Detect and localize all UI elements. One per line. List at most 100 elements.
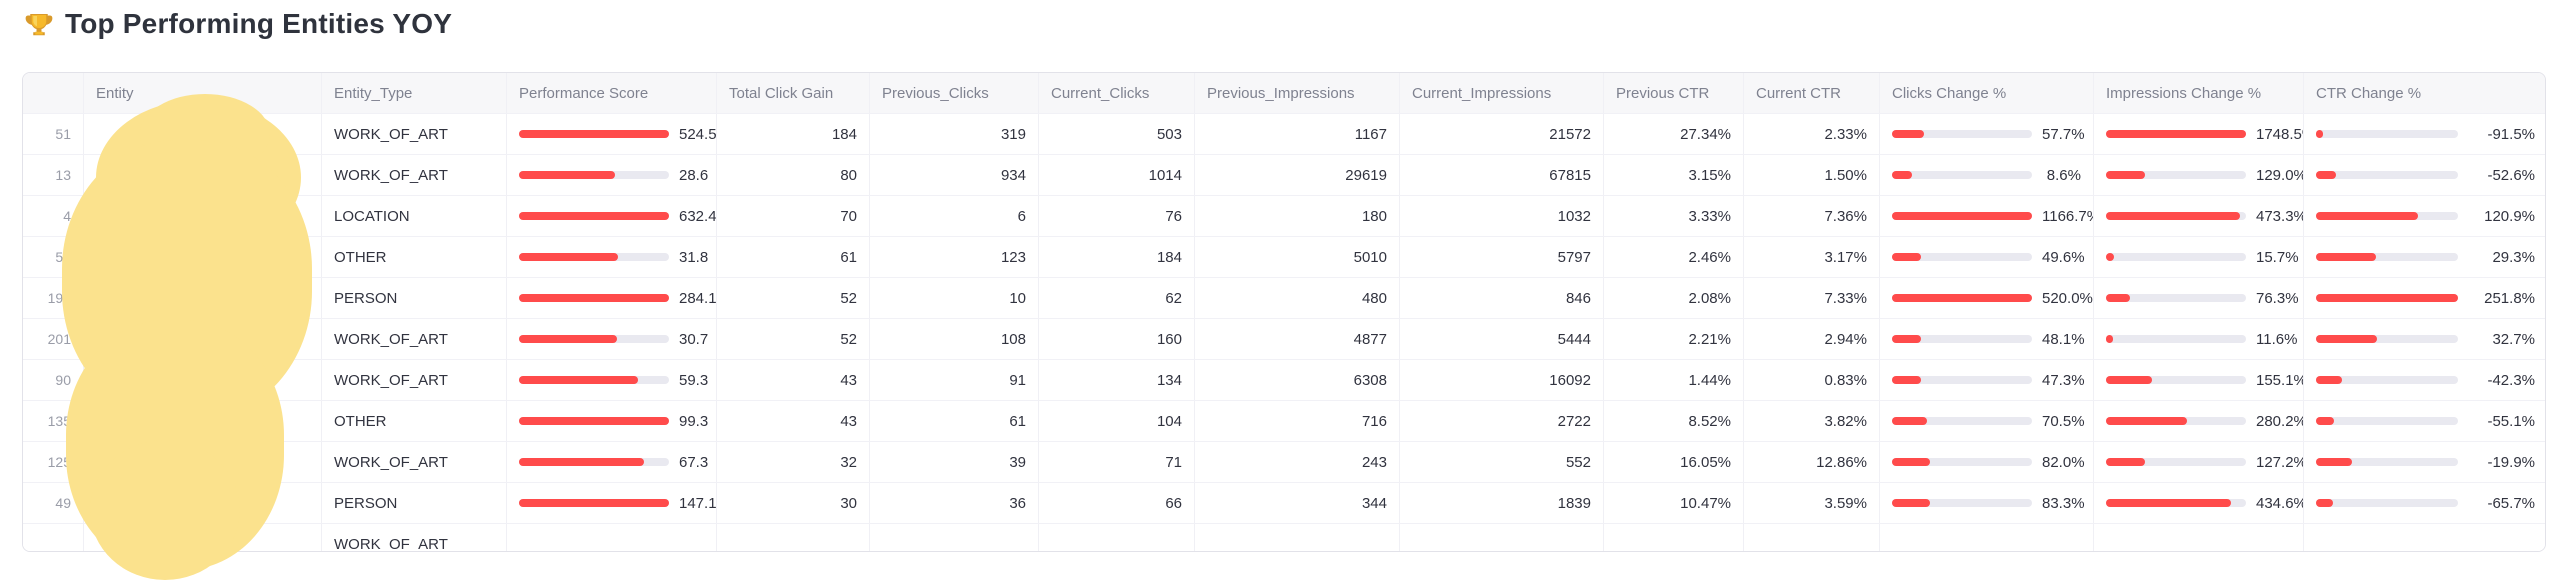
clicks_change-value: 57.7% — [2042, 125, 2085, 143]
ctr_change-value: -19.9% — [2487, 453, 2535, 471]
cell-entity_type: PERSON — [321, 278, 506, 318]
cell-current_impressions: 1032 — [1399, 196, 1603, 236]
cell-index: 125 — [47, 454, 71, 470]
col-header-entity_type[interactable]: Entity_Type — [321, 73, 506, 113]
cell-total_click_gain: 43 — [716, 401, 869, 441]
cell-index: 4 — [63, 208, 71, 224]
performance_score-bar-fill — [519, 376, 638, 384]
cell-entity — [83, 319, 321, 359]
cell-current_impressions: 5444 — [1399, 319, 1603, 359]
ctr_change-bar-track — [2316, 294, 2458, 302]
performance_score-value: 67.3 — [679, 453, 709, 471]
cell-previous_ctr: 10.47% — [1603, 483, 1743, 523]
col-header-previous_impressions[interactable]: Previous_Impressions — [1194, 73, 1399, 113]
table-row: 56 OTHER 31.8 61 123 184 5010 5797 2.46% 3.17% 49.… — [23, 236, 2545, 277]
cell-total_click_gain: 32 — [716, 442, 869, 482]
col-header-current_impressions[interactable]: Current_Impressions — [1399, 73, 1603, 113]
cell-entity — [83, 114, 321, 154]
impressions_change-bar-fill — [2106, 417, 2188, 425]
cell-ctr_change: 120.9% — [2303, 196, 2545, 236]
impressions_change-bar-track — [2106, 458, 2246, 466]
performance_score-bar-track — [519, 171, 669, 179]
cell-index: 201 — [47, 331, 71, 347]
cell-previous_ctr: 16.05% — [1603, 442, 1743, 482]
col-header-current_ctr[interactable]: Current CTR — [1743, 73, 1879, 113]
ctr_change-bar-fill — [2316, 212, 2419, 220]
cell-ctr_change: 29.3% — [2303, 237, 2545, 277]
cell-index: 90 — [55, 372, 71, 388]
impressions_change-bar-track — [2106, 171, 2246, 179]
performance_score-bar-track — [519, 130, 669, 138]
ctr_change-bar-track — [2316, 130, 2458, 138]
cell-ctr_change: -52.6% — [2303, 155, 2545, 195]
clicks_change-bar-fill — [1892, 130, 1925, 138]
cell-previous_clicks: 91 — [869, 360, 1038, 400]
performance_score-value: 524.5 — [679, 125, 716, 143]
cell-impressions_change — [2093, 524, 2303, 551]
clicks_change-bar-track — [1892, 130, 2032, 138]
col-header-performance_score[interactable]: Performance Score — [506, 73, 716, 113]
cell-current_clicks: 104 — [1038, 401, 1194, 441]
cell-previous_ctr: 2.46% — [1603, 237, 1743, 277]
cell-clicks_change: 520.0% — [1879, 278, 2093, 318]
clicks_change-value: 82.0% — [2042, 453, 2085, 471]
cell-total_click_gain: 184 — [716, 114, 869, 154]
ctr_change-bar-fill — [2316, 376, 2342, 384]
impressions_change-bar-fill — [2106, 130, 2246, 138]
cell-entity_type: WORK_OF_ART — [321, 524, 506, 551]
cell-clicks_change: 57.7% — [1879, 114, 2093, 154]
col-header-clicks_change[interactable]: Clicks Change % — [1879, 73, 2093, 113]
col-header-row-index[interactable] — [23, 73, 83, 113]
col-header-entity[interactable]: Entity — [83, 73, 321, 113]
impressions_change-bar-track — [2106, 294, 2246, 302]
table-row: 90 WORK_OF_ART 59.3 43 91 134 6308 16092 1.44% 0.… — [23, 359, 2545, 400]
cell-current_ctr: 7.36% — [1743, 196, 1879, 236]
cell-entity — [83, 196, 321, 236]
clicks_change-bar-track — [1892, 253, 2032, 261]
cell-current_ctr: 3.59% — [1743, 483, 1879, 523]
cell-impressions_change: 129.0% — [2093, 155, 2303, 195]
ctr_change-bar-fill — [2316, 458, 2352, 466]
performance_score-value: 59.3 — [679, 371, 709, 389]
col-header-previous_ctr[interactable]: Previous CTR — [1603, 73, 1743, 113]
cell-index: 56 — [55, 249, 71, 265]
impressions_change-value: 473.3% — [2256, 207, 2303, 225]
col-header-previous_clicks[interactable]: Previous_Clicks — [869, 73, 1038, 113]
impressions_change-bar-track — [2106, 130, 2246, 138]
col-header-ctr_change[interactable]: CTR Change % — [2303, 73, 2545, 113]
cell-index: 51 — [55, 126, 71, 142]
performance_score-bar-fill — [519, 171, 615, 179]
cell-clicks_change: 70.5% — [1879, 401, 2093, 441]
col-header-impressions_change[interactable]: Impressions Change % — [2093, 73, 2303, 113]
cell-clicks_change: 83.3% — [1879, 483, 2093, 523]
performance_score-value: 147.1 — [679, 494, 716, 512]
ctr_change-value: -65.7% — [2487, 494, 2535, 512]
impressions_change-value: 1748.5% — [2256, 125, 2303, 143]
clicks_change-bar-fill — [1892, 253, 1922, 261]
cell-total_click_gain: 30 — [716, 483, 869, 523]
cell-total_click_gain: 43 — [716, 360, 869, 400]
ctr_change-bar-track — [2316, 458, 2458, 466]
table-row: 201 WORK_OF_ART 30.7 52 108 160 4877 5444 2.21% 2… — [23, 318, 2545, 359]
clicks_change-bar-fill — [1892, 417, 1927, 425]
cell-entity — [83, 278, 321, 318]
cell-performance_score: 28.6 — [506, 155, 716, 195]
clicks_change-bar-fill — [1892, 171, 1912, 179]
cell-entity_type: WORK_OF_ART — [321, 155, 506, 195]
impressions_change-bar-track — [2106, 335, 2246, 343]
clicks_change-bar-fill — [1892, 458, 1930, 466]
performance_score-bar-track — [519, 499, 669, 507]
cell-impressions_change: 127.2% — [2093, 442, 2303, 482]
impressions_change-bar-track — [2106, 376, 2246, 384]
clicks_change-bar-track — [1892, 171, 2032, 179]
col-header-current_clicks[interactable]: Current_Clicks — [1038, 73, 1194, 113]
cell-entity — [83, 483, 321, 523]
cell-index — [23, 524, 83, 551]
cell-current_ctr: 3.17% — [1743, 237, 1879, 277]
clicks_change-value: 47.3% — [2042, 371, 2085, 389]
cell-performance_score: 59.3 — [506, 360, 716, 400]
impressions_change-value: 129.0% — [2256, 166, 2303, 184]
col-header-total_click_gain[interactable]: Total Click Gain — [716, 73, 869, 113]
cell-entity — [83, 155, 321, 195]
page-title-text: Top Performing Entities YOY — [65, 8, 453, 39]
